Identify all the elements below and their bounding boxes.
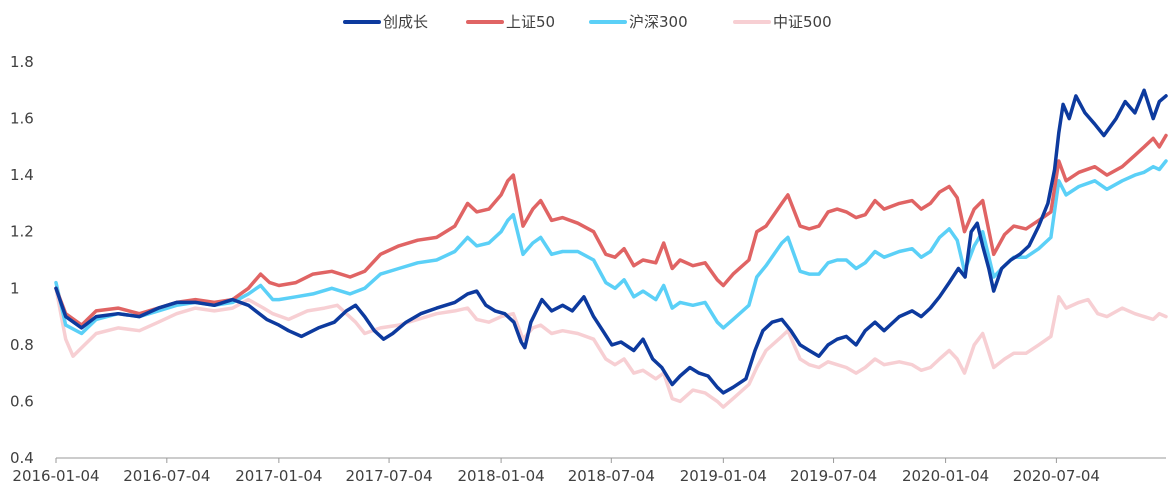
- x-tick-label-2016-01-04: 2016-01-04: [12, 467, 99, 485]
- x-tick-label-2017-01-04: 2017-01-04: [235, 467, 322, 485]
- legend-item-chuangchengzhang: 创成长: [343, 13, 428, 31]
- legend-item-csi300: 沪深300: [589, 13, 688, 31]
- y-tick-label-1-8: 1.8: [10, 53, 34, 71]
- x-tick-label-2016-07-04: 2016-07-04: [123, 467, 210, 485]
- series-line-sse50: [54, 133, 1168, 327]
- series-layer: [54, 88, 1168, 409]
- y-tick-label-0-4: 0.4: [10, 449, 34, 467]
- y-tick-label-1-6: 1.6: [10, 110, 34, 128]
- series-line-chuangchengzhang: [54, 88, 1168, 395]
- x-tick-label-2020-07-04: 2020-07-04: [1013, 467, 1100, 485]
- x-tick-label-2017-07-04: 2017-07-04: [345, 467, 432, 485]
- x-tick-label-2019-01-04: 2019-01-04: [680, 467, 767, 485]
- y-axis: 0.4 0.6 0.8 1 1.2 1.4 1.6 1.8: [10, 53, 34, 467]
- y-tick-label-0-8: 0.8: [10, 336, 34, 354]
- y-tick-label-1-2: 1.2: [10, 223, 34, 241]
- x-tick-label-2018-01-04: 2018-01-04: [458, 467, 545, 485]
- legend-label-sse50: 上证50: [506, 13, 555, 31]
- x-tick-label-2018-07-04: 2018-07-04: [568, 467, 655, 485]
- y-tick-label-1-4: 1.4: [10, 166, 34, 184]
- legend-item-sse50: 上证50: [466, 13, 555, 31]
- y-tick-label-1: 1: [10, 279, 20, 297]
- x-axis: 2016-01-04 2016-07-04 2017-01-04 2017-07-04…: [12, 457, 1166, 485]
- x-tick-label-2019-07-04: 2019-07-04: [790, 467, 877, 485]
- legend-label-csi500: 中证500: [773, 13, 832, 31]
- y-tick-label-0-6: 0.6: [10, 392, 34, 410]
- series-line-csi500: [54, 286, 1168, 409]
- legend-label-csi300: 沪深300: [629, 13, 688, 31]
- legend: 创成长 上证50 沪深300 中证500: [343, 13, 832, 31]
- legend-label-chuangchengzhang: 创成长: [383, 13, 428, 31]
- x-tick-label-2020-01-04: 2020-01-04: [902, 467, 989, 485]
- legend-item-csi500: 中证500: [733, 13, 832, 31]
